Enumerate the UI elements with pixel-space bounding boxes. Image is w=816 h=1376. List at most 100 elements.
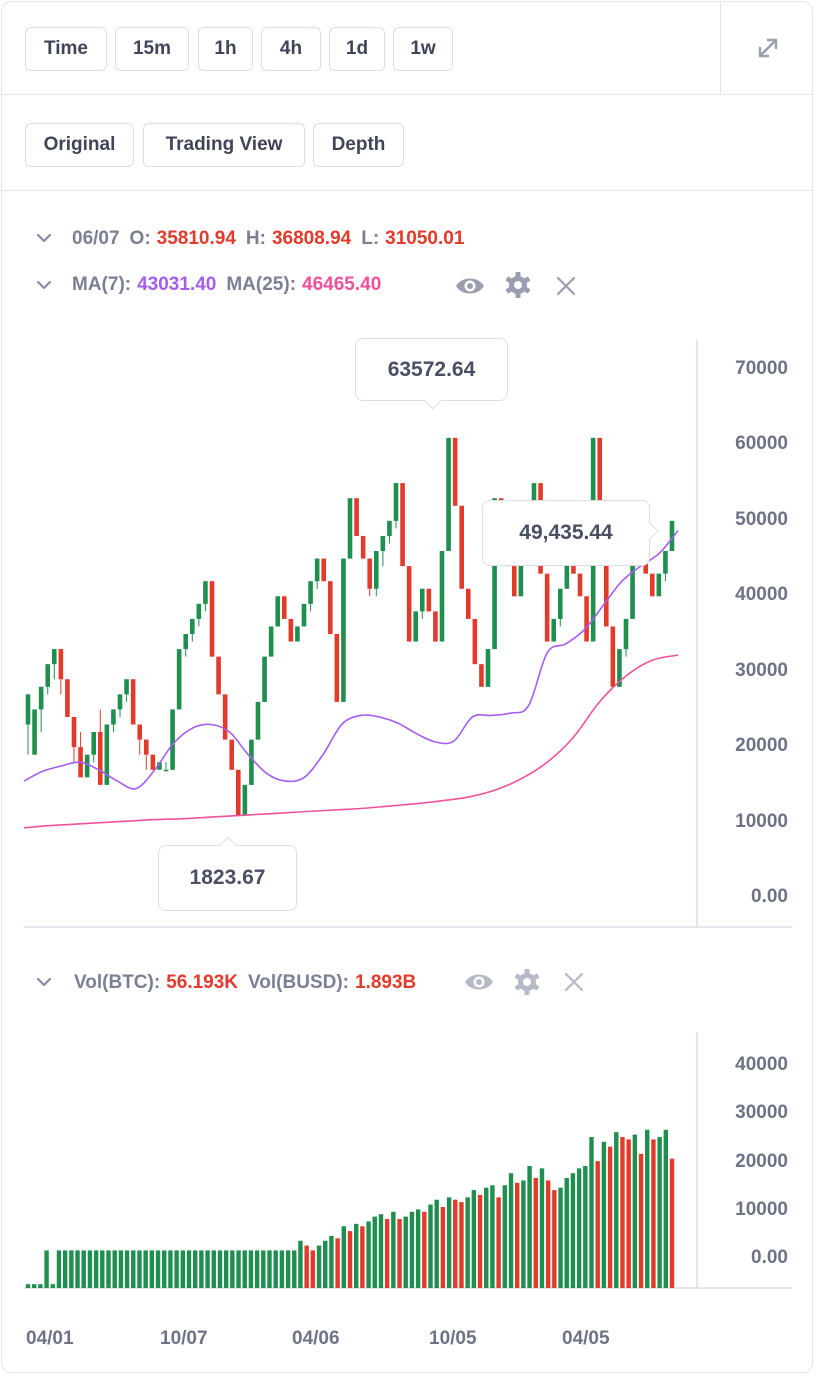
vol-btc-value: 56.193K: [166, 972, 239, 993]
candle: [400, 483, 405, 567]
expand-icon[interactable]: [754, 34, 782, 62]
volume-bar: [230, 1250, 235, 1288]
candle: [45, 664, 51, 695]
candle: [446, 437, 451, 552]
candle: [426, 588, 432, 612]
volume-bar: [620, 1137, 625, 1288]
volume-bar: [384, 1219, 390, 1288]
interval-button-1w[interactable]: 1w: [393, 27, 453, 71]
volume-bar: [31, 1284, 37, 1288]
volume-bar: [360, 1226, 365, 1288]
volume-bar: [614, 1132, 619, 1288]
volume-bar: [25, 1284, 31, 1288]
ma7-label: MA(7):: [72, 274, 132, 295]
candle: [308, 581, 313, 612]
candle: [334, 634, 340, 702]
volume-bar: [248, 1250, 254, 1288]
candle: [25, 694, 31, 755]
candle: [262, 656, 267, 702]
volume-bar: [440, 1206, 446, 1288]
volume-bar: [192, 1250, 198, 1288]
candle: [479, 664, 484, 687]
volume-bar: [285, 1250, 291, 1288]
volume-bar: [409, 1211, 415, 1288]
view-button-trading-view[interactable]: Trading View: [143, 123, 305, 167]
volume-bar: [514, 1182, 520, 1288]
eye-icon[interactable]: [454, 272, 486, 300]
volume-bar: [502, 1185, 508, 1288]
price-y-tick: 50000: [735, 508, 788, 530]
close-icon[interactable]: [562, 970, 586, 994]
volume-bar: [310, 1250, 316, 1288]
candle: [288, 618, 294, 642]
candle: [196, 603, 202, 627]
volume-bar: [607, 1146, 613, 1288]
volume-bar: [316, 1245, 322, 1288]
volume-bar: [335, 1238, 340, 1288]
candle: [669, 520, 675, 552]
candle: [65, 679, 70, 717]
interval-button-1h[interactable]: 1h: [198, 27, 253, 71]
candle: [189, 618, 195, 642]
volume-y-tick: 40000: [735, 1054, 788, 1075]
chevron-down-icon[interactable]: [36, 974, 52, 990]
candle: [663, 551, 668, 582]
volume-bar: [570, 1173, 576, 1288]
divider: [2, 190, 812, 191]
ma25-label: MA(25):: [226, 274, 297, 295]
eye-icon[interactable]: [463, 968, 495, 996]
volume-bar: [595, 1161, 600, 1288]
high-price-value: 63572.64: [387, 357, 476, 381]
volume-bar: [81, 1250, 86, 1288]
chevron-down-icon[interactable]: [36, 277, 52, 293]
volume-bar: [279, 1250, 285, 1288]
volume-bar: [180, 1250, 186, 1288]
high-price-tooltip: 63572.64: [355, 338, 508, 410]
volume-bar: [199, 1250, 204, 1288]
close-icon[interactable]: [554, 274, 578, 298]
volume-bar: [329, 1235, 334, 1288]
gear-icon[interactable]: [503, 270, 533, 300]
volume-bar: [174, 1250, 179, 1288]
candle: [32, 709, 37, 755]
volume-bar: [236, 1250, 241, 1288]
candle: [413, 611, 419, 642]
price-y-tick: 10000: [735, 810, 788, 832]
volume-bar: [273, 1250, 278, 1288]
volume-bar: [366, 1221, 371, 1288]
view-button-original[interactable]: Original: [25, 123, 134, 167]
volume-bar: [651, 1139, 656, 1288]
candle: [406, 566, 412, 642]
volume-bar: [391, 1211, 396, 1288]
price-y-tick: 30000: [735, 659, 788, 681]
volume-chart[interactable]: [2, 1022, 813, 1322]
volume-bar: [626, 1139, 631, 1288]
price-chart[interactable]: [2, 332, 813, 932]
candle: [557, 588, 563, 627]
volume-bar: [87, 1250, 93, 1288]
candle: [656, 573, 662, 597]
interval-button-15m[interactable]: 15m: [115, 27, 189, 71]
gear-icon[interactable]: [512, 967, 542, 997]
candle: [170, 709, 175, 770]
interval-button-4h[interactable]: 4h: [261, 27, 321, 71]
price-y-tick: 0.00: [751, 886, 788, 907]
view-button-depth[interactable]: Depth: [313, 123, 404, 167]
candle: [511, 566, 517, 597]
volume-bar: [415, 1209, 421, 1288]
chevron-down-icon[interactable]: [36, 230, 52, 246]
volume-bar: [93, 1250, 99, 1288]
candle: [130, 679, 136, 725]
candle: [387, 520, 392, 544]
volume-bar: [403, 1216, 408, 1288]
volume-bar: [496, 1197, 501, 1288]
volume-bar: [539, 1168, 545, 1288]
candle: [603, 558, 609, 627]
interval-button-1d[interactable]: 1d: [329, 27, 385, 71]
candle: [551, 618, 557, 642]
volume-bar: [459, 1202, 464, 1288]
candle: [380, 535, 386, 567]
volume-bar: [533, 1178, 538, 1288]
interval-button-time[interactable]: Time: [25, 27, 107, 71]
candle: [91, 732, 97, 763]
